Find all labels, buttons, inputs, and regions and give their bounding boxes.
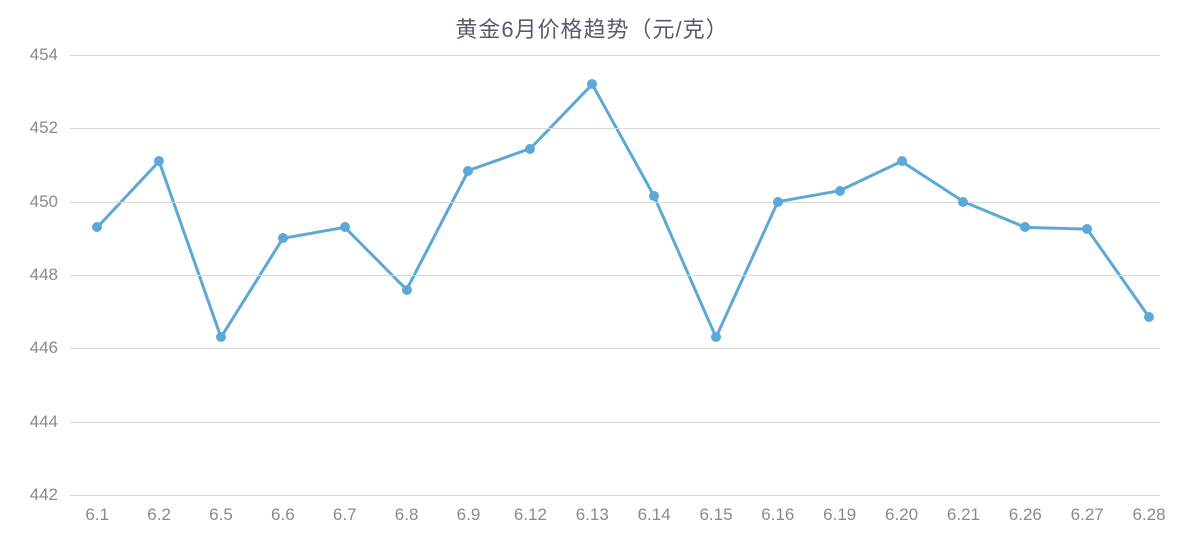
y-axis-label: 444 — [30, 412, 70, 432]
x-axis-label: 6.16 — [761, 495, 794, 525]
y-axis-label: 448 — [30, 265, 70, 285]
y-axis-label: 450 — [30, 192, 70, 212]
data-point — [897, 156, 907, 166]
price-line — [97, 84, 1149, 337]
data-point — [649, 191, 659, 201]
y-axis-label: 442 — [30, 485, 70, 505]
x-axis-label: 6.27 — [1071, 495, 1104, 525]
x-axis-label: 6.15 — [699, 495, 732, 525]
x-axis-label: 6.2 — [147, 495, 171, 525]
gridline — [70, 202, 1160, 203]
data-point — [1082, 224, 1092, 234]
data-point — [340, 222, 350, 232]
data-point — [1144, 312, 1154, 322]
gridline — [70, 422, 1160, 423]
data-point — [958, 197, 968, 207]
y-axis-label: 454 — [30, 45, 70, 65]
y-axis-label: 446 — [30, 338, 70, 358]
gridline — [70, 55, 1160, 56]
x-axis-label: 6.1 — [85, 495, 109, 525]
data-point — [711, 332, 721, 342]
x-axis-label: 6.21 — [947, 495, 980, 525]
data-point — [463, 166, 473, 176]
chart-title: 黄金6月价格趋势（元/克） — [0, 12, 1184, 44]
x-axis-label: 6.9 — [457, 495, 481, 525]
data-point — [92, 222, 102, 232]
x-axis-label: 6.26 — [1009, 495, 1042, 525]
gridline — [70, 495, 1160, 496]
x-axis-label: 6.6 — [271, 495, 295, 525]
data-point — [402, 285, 412, 295]
y-axis-label: 452 — [30, 118, 70, 138]
data-point — [773, 197, 783, 207]
x-axis-label: 6.5 — [209, 495, 233, 525]
x-axis-label: 6.20 — [885, 495, 918, 525]
plot-area: 4424444464484504524546.16.26.56.66.76.86… — [70, 55, 1160, 495]
data-point — [1020, 222, 1030, 232]
gold-price-chart: 黄金6月价格趋势（元/克） 4424444464484504524546.16.… — [0, 0, 1184, 540]
gridline — [70, 128, 1160, 129]
data-point — [587, 79, 597, 89]
data-point — [525, 144, 535, 154]
x-axis-label: 6.13 — [576, 495, 609, 525]
x-axis-label: 6.12 — [514, 495, 547, 525]
x-axis-label: 6.8 — [395, 495, 419, 525]
data-point — [154, 156, 164, 166]
data-point — [278, 233, 288, 243]
x-axis-label: 6.28 — [1133, 495, 1166, 525]
x-axis-label: 6.19 — [823, 495, 856, 525]
gridline — [70, 348, 1160, 349]
x-axis-label: 6.7 — [333, 495, 357, 525]
gridline — [70, 275, 1160, 276]
data-point — [835, 186, 845, 196]
data-point — [216, 332, 226, 342]
x-axis-label: 6.14 — [638, 495, 671, 525]
